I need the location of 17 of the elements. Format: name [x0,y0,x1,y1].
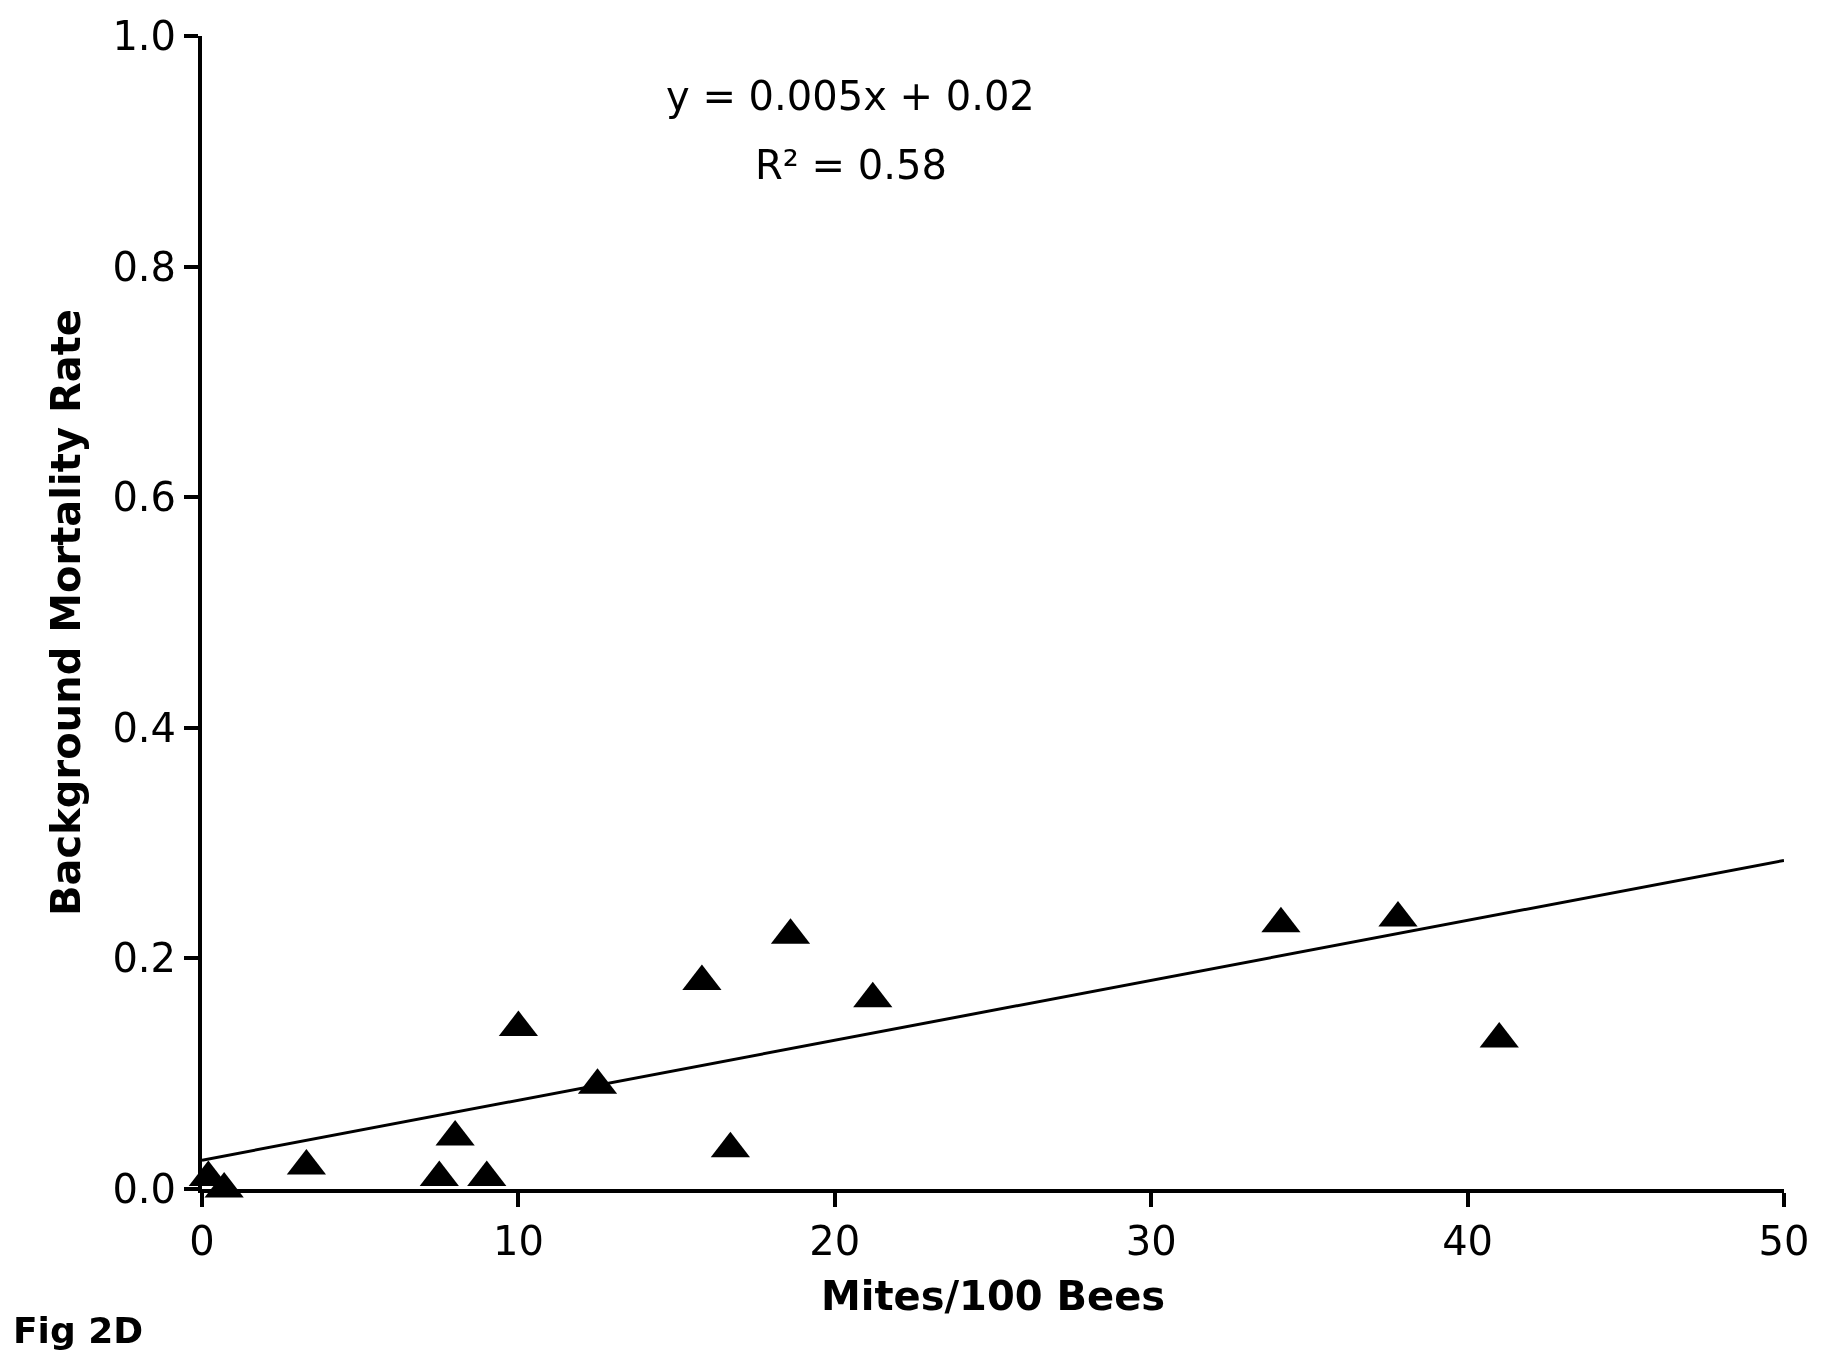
y-tick-label: 0.8 [112,243,176,290]
x-axis-title: Mites/100 Bees [820,1273,1166,1319]
caption: Fig 2D [13,1310,144,1351]
y-tick-label: 0.0 [112,1166,176,1212]
annotation: R² = 0.58 [755,142,947,188]
y-tick-label: 0.4 [112,704,176,751]
y-tick-label: 1.0 [112,13,176,59]
x-tick-label: 10 [492,1218,544,1264]
x-tick-label: 30 [1125,1218,1177,1264]
x-tick-label: 20 [809,1218,861,1264]
y-tick-label: 0.2 [112,935,176,982]
x-tick-label: 0 [189,1218,215,1264]
y-tick-label: 0.6 [112,474,176,521]
x-tick-label: 50 [1758,1218,1810,1264]
annotation: y = 0.005x + 0.02 [666,73,1035,119]
x-tick-label: 40 [1442,1218,1494,1264]
y-axis-title: Background Mortality Rate [43,309,90,916]
